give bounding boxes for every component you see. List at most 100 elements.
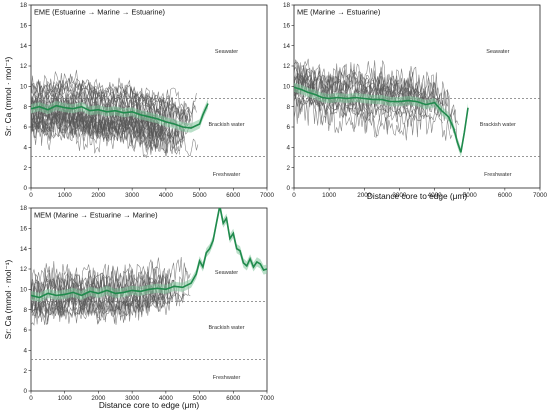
zone-label: Seawater [486, 49, 509, 55]
individual-trace [31, 122, 158, 149]
individual-trace [294, 87, 453, 141]
y-tick-label: 12 [20, 266, 28, 273]
individual-trace [31, 107, 183, 146]
mean-series-line [31, 103, 209, 129]
x-axis-label: Distance core to edge (μm) [367, 191, 467, 201]
x-tick-label: 7000 [533, 192, 548, 199]
panel-eme: Seawater Brackish water Freshwater EME (Est… [3, 2, 274, 199]
mean-confidence-band [294, 82, 468, 157]
y-tick-label: 18 [283, 2, 291, 9]
y-tick-label: 10 [283, 84, 291, 91]
y-tick-label: 8 [23, 104, 27, 111]
mean-series-line [31, 208, 267, 299]
zone-label: Freshwater [484, 172, 512, 178]
x-tick-label: 5000 [193, 395, 208, 402]
title-box [295, 6, 384, 17]
mean-confidence-band [31, 208, 267, 302]
mean-series-line [294, 86, 469, 153]
title-box [32, 209, 161, 220]
x-tick-label: 1000 [322, 192, 337, 199]
y-tick-label: 6 [23, 327, 27, 334]
x-tick-label: 3000 [125, 395, 140, 402]
x-tick-label: 2000 [357, 192, 372, 199]
plot-area [294, 58, 540, 157]
x-tick-label: 3000 [125, 192, 140, 199]
y-tick-label: 12 [283, 63, 291, 70]
y-tick-label: 2 [23, 368, 27, 375]
y-tick-label: 2 [286, 165, 290, 172]
zone-label: Brackish water [209, 122, 245, 128]
y-axis-label: Sr: Ca (mmol · mol⁻¹) [3, 57, 13, 137]
plot-area [31, 208, 267, 360]
y-tick-label: 6 [23, 124, 27, 131]
y-tick-label: 16 [283, 23, 291, 30]
x-tick-label: 1000 [58, 395, 73, 402]
x-tick-label: 2000 [91, 395, 106, 402]
y-tick-label: 14 [20, 246, 28, 253]
x-tick-label: 5000 [193, 192, 208, 199]
y-tick-label: 0 [23, 388, 27, 395]
individual-trace [294, 64, 434, 105]
individual-trace [31, 100, 186, 154]
individual-trace [31, 291, 167, 320]
y-tick-label: 8 [286, 104, 290, 111]
panel-title: ME (Marine → Estuarine) [297, 8, 380, 17]
zone-label: Freshwater [213, 375, 241, 381]
y-tick-label: 8 [23, 307, 27, 314]
panel-me: Seawater Brackish water Freshwater ME (Mari… [283, 2, 548, 201]
individual-trace [31, 69, 197, 115]
zone-label: Brackish water [480, 122, 516, 128]
y-tick-label: 4 [23, 348, 27, 355]
zone-label: Seawater [215, 270, 238, 276]
individual-trace [31, 267, 191, 313]
x-tick-label: 4000 [159, 192, 174, 199]
y-tick-label: 4 [23, 145, 27, 152]
x-axis-label: Distance core to edge (μm) [99, 400, 199, 410]
plot-area [31, 69, 267, 159]
y-tick-label: 14 [283, 43, 291, 50]
zone-label: Seawater [215, 49, 238, 55]
y-tick-label: 12 [20, 63, 28, 70]
panel-title: MEM (Marine → Estuarine → Marine) [34, 211, 158, 220]
individual-trace [294, 70, 418, 110]
x-tick-label: 3000 [392, 192, 407, 199]
individual-trace [31, 113, 165, 152]
y-tick-label: 14 [20, 43, 28, 50]
panel-mem: Seawater Brackish water Freshwater MEM (Mar… [3, 205, 275, 410]
x-tick-label: 2000 [91, 192, 106, 199]
y-tick-label: 10 [20, 84, 28, 91]
y-tick-label: 10 [20, 287, 28, 294]
y-tick-label: 4 [286, 145, 290, 152]
y-tick-label: 16 [20, 23, 28, 30]
y-tick-label: 16 [20, 226, 28, 233]
y-tick-label: 18 [20, 205, 28, 212]
x-tick-label: 5000 [463, 192, 478, 199]
title-box [32, 6, 169, 17]
zone-label: Freshwater [213, 172, 241, 178]
y-tick-label: 2 [23, 165, 27, 172]
individual-trace [31, 77, 177, 112]
x-tick-label: 6000 [498, 192, 513, 199]
individual-trace [294, 94, 417, 123]
x-tick-label: 4000 [159, 395, 174, 402]
x-tick-label: 1000 [58, 192, 73, 199]
x-tick-label: 0 [29, 192, 33, 199]
individual-trace [31, 286, 156, 326]
panel-title: EME (Estuarine → Marine → Estuarine) [34, 8, 165, 17]
x-tick-label: 7000 [260, 395, 275, 402]
x-tick-label: 0 [29, 395, 33, 402]
x-tick-label: 6000 [226, 395, 241, 402]
individual-trace [294, 95, 415, 137]
zone-label: Brackish water [209, 325, 245, 331]
y-tick-label: 0 [23, 185, 27, 192]
y-axis-label: Sr: Ca (mmol · mol⁻¹) [3, 260, 13, 340]
y-tick-label: 6 [286, 124, 290, 131]
x-tick-label: 0 [292, 192, 296, 199]
y-tick-label: 0 [286, 185, 290, 192]
x-tick-label: 7000 [260, 192, 275, 199]
x-tick-label: 6000 [226, 192, 241, 199]
individual-trace [294, 61, 450, 107]
x-tick-label: 4000 [428, 192, 443, 199]
y-tick-label: 18 [20, 2, 28, 9]
